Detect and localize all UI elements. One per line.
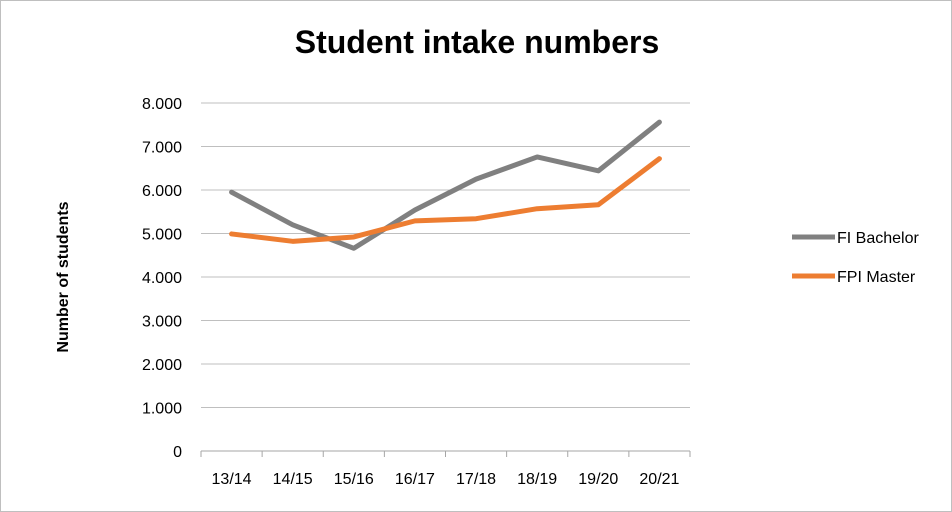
- x-tick-label: 15/16: [334, 471, 374, 488]
- y-tick-labels: 0 1.000 2.000 3.000 4.000 5.000 6.000 7.000 8.00…: [142, 96, 182, 461]
- legend: FI Bachelor FPI Master: [792, 230, 919, 286]
- legend-item: FI Bachelor: [792, 230, 919, 247]
- x-tick-label: 17/18: [456, 471, 496, 488]
- series-lines: [229, 119, 662, 251]
- axes: [200, 450, 691, 457]
- gridlines: [201, 102, 690, 408]
- y-tick-label: 6.000: [142, 183, 182, 200]
- chart-title: Student intake numbers: [295, 24, 660, 60]
- x-tick-label: 19/20: [578, 471, 618, 488]
- x-tick-label: 14/15: [273, 471, 313, 488]
- legend-item: FPI Master: [792, 269, 916, 286]
- y-axis-label: Number of students: [55, 201, 72, 352]
- y-tick-label: 8.000: [142, 96, 182, 113]
- x-tick-label: 16/17: [395, 471, 435, 488]
- y-tick-label: 7.000: [142, 140, 182, 157]
- x-tick-labels: 13/14 14/15 15/16 16/17 17/18 18/19 19/20 20/21: [212, 471, 680, 488]
- x-tick-label: 18/19: [517, 471, 557, 488]
- y-tick-label: 0: [173, 444, 182, 461]
- legend-label: FI Bachelor: [837, 230, 919, 247]
- y-tick-label: 3.000: [142, 314, 182, 331]
- y-tick-label: 1.000: [142, 401, 182, 418]
- x-tick-label: 20/21: [639, 471, 679, 488]
- y-tick-label: 2.000: [142, 357, 182, 374]
- y-tick-label: 5.000: [142, 227, 182, 244]
- x-tick-label: 13/14: [212, 471, 252, 488]
- series-line-1: [229, 119, 662, 251]
- legend-label: FPI Master: [837, 269, 916, 286]
- y-tick-label: 4.000: [142, 270, 182, 287]
- series-line-2: [229, 156, 662, 244]
